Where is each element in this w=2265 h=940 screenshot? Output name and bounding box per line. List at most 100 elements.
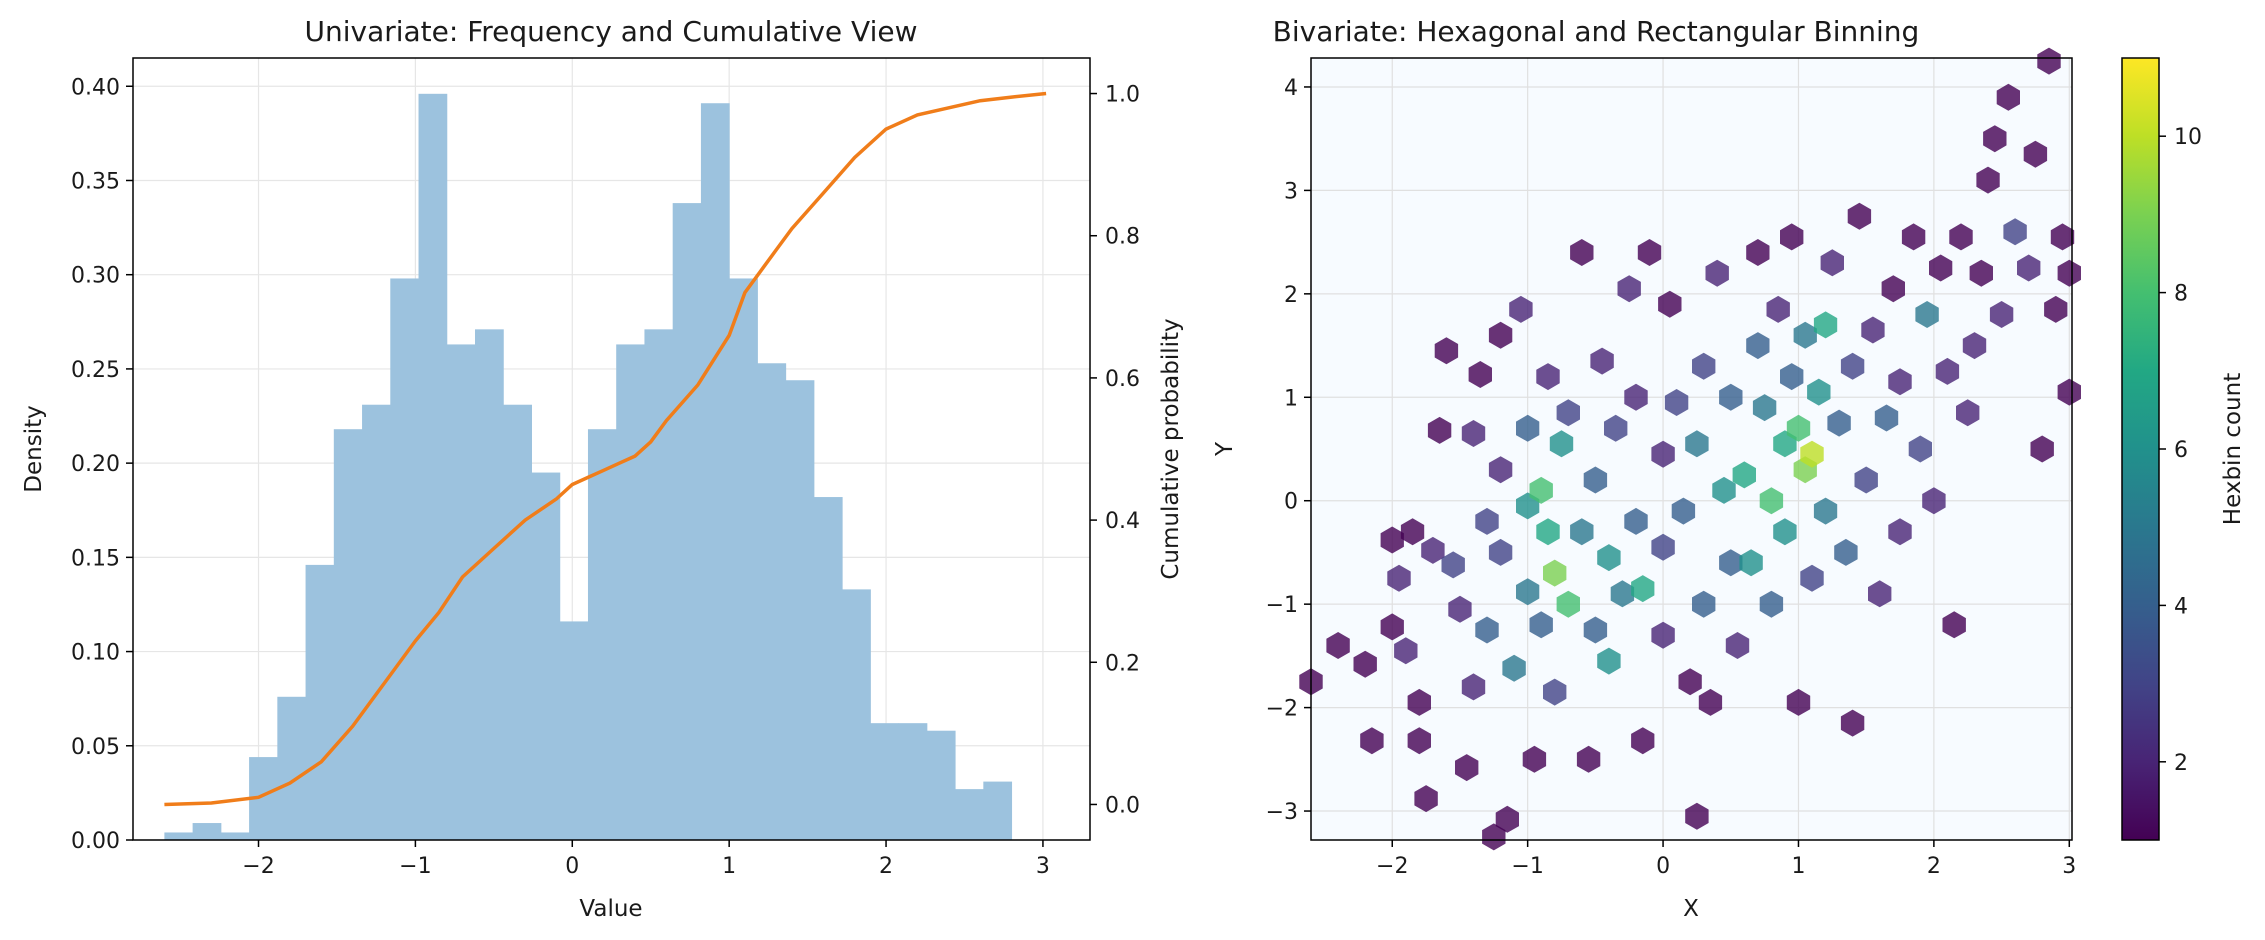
y-tick-label: −2 <box>1266 697 1298 722</box>
hexbin-cell <box>1935 357 1960 385</box>
x-tick-label: 0 <box>565 854 579 879</box>
hexbin-cell <box>1556 590 1580 618</box>
hexbin-cell <box>1536 363 1560 391</box>
x-tick-label: 2 <box>1927 854 1941 879</box>
hexbin-cell <box>1685 430 1709 458</box>
left-x-ticks: −2 −1 0 1 2 3 <box>242 840 1050 879</box>
histogram-bar <box>192 823 222 840</box>
colorbar-tick-label: 10 <box>2174 125 2202 150</box>
hexbin-cell <box>1407 688 1431 716</box>
y2-tick-label: 1.0 <box>1105 83 1140 108</box>
histogram-bar <box>870 723 900 840</box>
x-tick-label: −2 <box>1376 854 1408 879</box>
hexbin-cell <box>1820 249 1844 277</box>
histogram-bar <box>531 472 561 840</box>
y2-tick-label: 0.2 <box>1105 651 1140 676</box>
hexbin-cell <box>2023 140 2048 168</box>
hexbin-cell <box>1780 223 1804 251</box>
hexbin-cell <box>1678 668 1702 696</box>
hexbin-cell <box>1590 347 1614 375</box>
hexbin-cell <box>1475 616 1499 644</box>
hexbin-cell <box>1983 125 2007 153</box>
hexbin-cell <box>1468 361 1492 388</box>
histogram-bar <box>729 278 758 840</box>
right-x-ticks: −2 −1 0 1 2 3 <box>1376 840 2076 879</box>
x-tick-label: −2 <box>242 854 274 879</box>
hexbin-cell <box>1780 363 1804 391</box>
x-tick-label: −1 <box>1511 854 1543 879</box>
hexbin-cell <box>1685 802 1709 830</box>
right-chart-title: Bivariate: Hexagonal and Rectangular Bin… <box>1273 15 1920 48</box>
hexbin-cell <box>1326 632 1350 659</box>
hexbin-cell <box>1888 368 1912 396</box>
hexbin-cell <box>1631 575 1655 603</box>
hexbin-cell <box>1868 580 1892 608</box>
hexbin-cell <box>1786 414 1811 442</box>
hexbin-cell <box>1434 337 1459 365</box>
colorbar-tick-label: 2 <box>2174 751 2188 776</box>
histogram-bar <box>842 589 871 840</box>
hexbin-cell <box>1570 518 1594 546</box>
hexbin-cell <box>1637 239 1662 266</box>
hexbin-cell <box>1441 551 1465 579</box>
hexbin-cell <box>1773 518 1797 546</box>
hexbin-cell <box>1807 378 1831 406</box>
hexbin-cell <box>2057 378 2081 406</box>
hexbin-cell <box>1502 654 1526 682</box>
y-tick-label: 0.30 <box>71 264 120 289</box>
left-y-ticks: 0.00 0.05 0.10 0.15 0.20 0.25 0.30 0.35 0.40 <box>71 75 133 854</box>
hexbin-cell <box>1847 202 1872 230</box>
hexbin-cell <box>1969 259 1993 287</box>
hexbin-cell <box>1617 275 1641 303</box>
hexbin-cell <box>1461 420 1486 447</box>
y-tick-label: 0.40 <box>71 75 120 100</box>
hexbin-cell <box>1394 637 1418 665</box>
hexbin-cell <box>1448 595 1472 623</box>
colorbar <box>2121 57 2160 841</box>
hexbin-cell <box>1719 383 1743 411</box>
y-tick-label: 0.10 <box>71 641 120 666</box>
hexbin-cell <box>1597 544 1621 572</box>
hexbin-cell <box>1529 476 1553 504</box>
hexbin-cell <box>1522 745 1547 773</box>
hexbin-cell <box>1529 611 1553 639</box>
right-x-axis-label: X <box>1683 896 1699 922</box>
x-tick-label: 1 <box>1791 854 1805 879</box>
histogram-bar <box>898 723 928 840</box>
colorbar-label: Hexbin count <box>2220 373 2246 525</box>
hexbin-cell <box>1840 709 1865 737</box>
left-panel: Univariate: Frequency and Cumulative Vie… <box>21 15 1184 922</box>
histogram-bar <box>926 730 956 840</box>
hexbin-cell <box>1705 259 1729 287</box>
hexbin-cell <box>1488 456 1513 484</box>
histogram-bar <box>503 404 532 840</box>
hexbin-cell <box>1732 461 1756 489</box>
right-panel: Bivariate: Hexagonal and Rectangular Bin… <box>1212 15 2246 922</box>
hexbin-cell <box>1725 632 1750 659</box>
y-tick-label: 2 <box>1284 283 1298 308</box>
left-chart-title: Univariate: Frequency and Cumulative Vie… <box>304 15 917 48</box>
histogram-bar <box>559 621 589 840</box>
hexbin-cell <box>1915 301 1939 328</box>
histogram-bar <box>362 404 391 840</box>
hexbin-cell <box>1421 536 1445 564</box>
hexbin-cell <box>1888 518 1912 546</box>
left-y2-ticks: 0.0 0.2 0.4 0.6 0.8 1.0 <box>1090 83 1140 818</box>
colorbar-ticks: 2 4 6 8 10 <box>2159 125 2202 776</box>
hexbin-cell <box>1576 745 1601 773</box>
hexbin-cell <box>1360 727 1384 755</box>
hexbin-cell <box>1658 290 1682 318</box>
cumulative-line <box>164 91 1047 807</box>
hexbin-cell <box>1461 673 1486 701</box>
histogram-bar <box>644 329 674 840</box>
hexbin-cell <box>1516 578 1540 606</box>
hexbin-cell <box>1671 497 1696 525</box>
hexbin-cell <box>1759 590 1784 618</box>
y2-tick-label: 0.0 <box>1105 793 1140 818</box>
hexbin-cell <box>1651 533 1675 561</box>
hexbin-cell <box>1651 440 1675 468</box>
hexbin-cell <box>1793 321 1817 349</box>
hexbin-cell <box>1996 83 2020 111</box>
hexbin-cells <box>1299 47 2081 851</box>
